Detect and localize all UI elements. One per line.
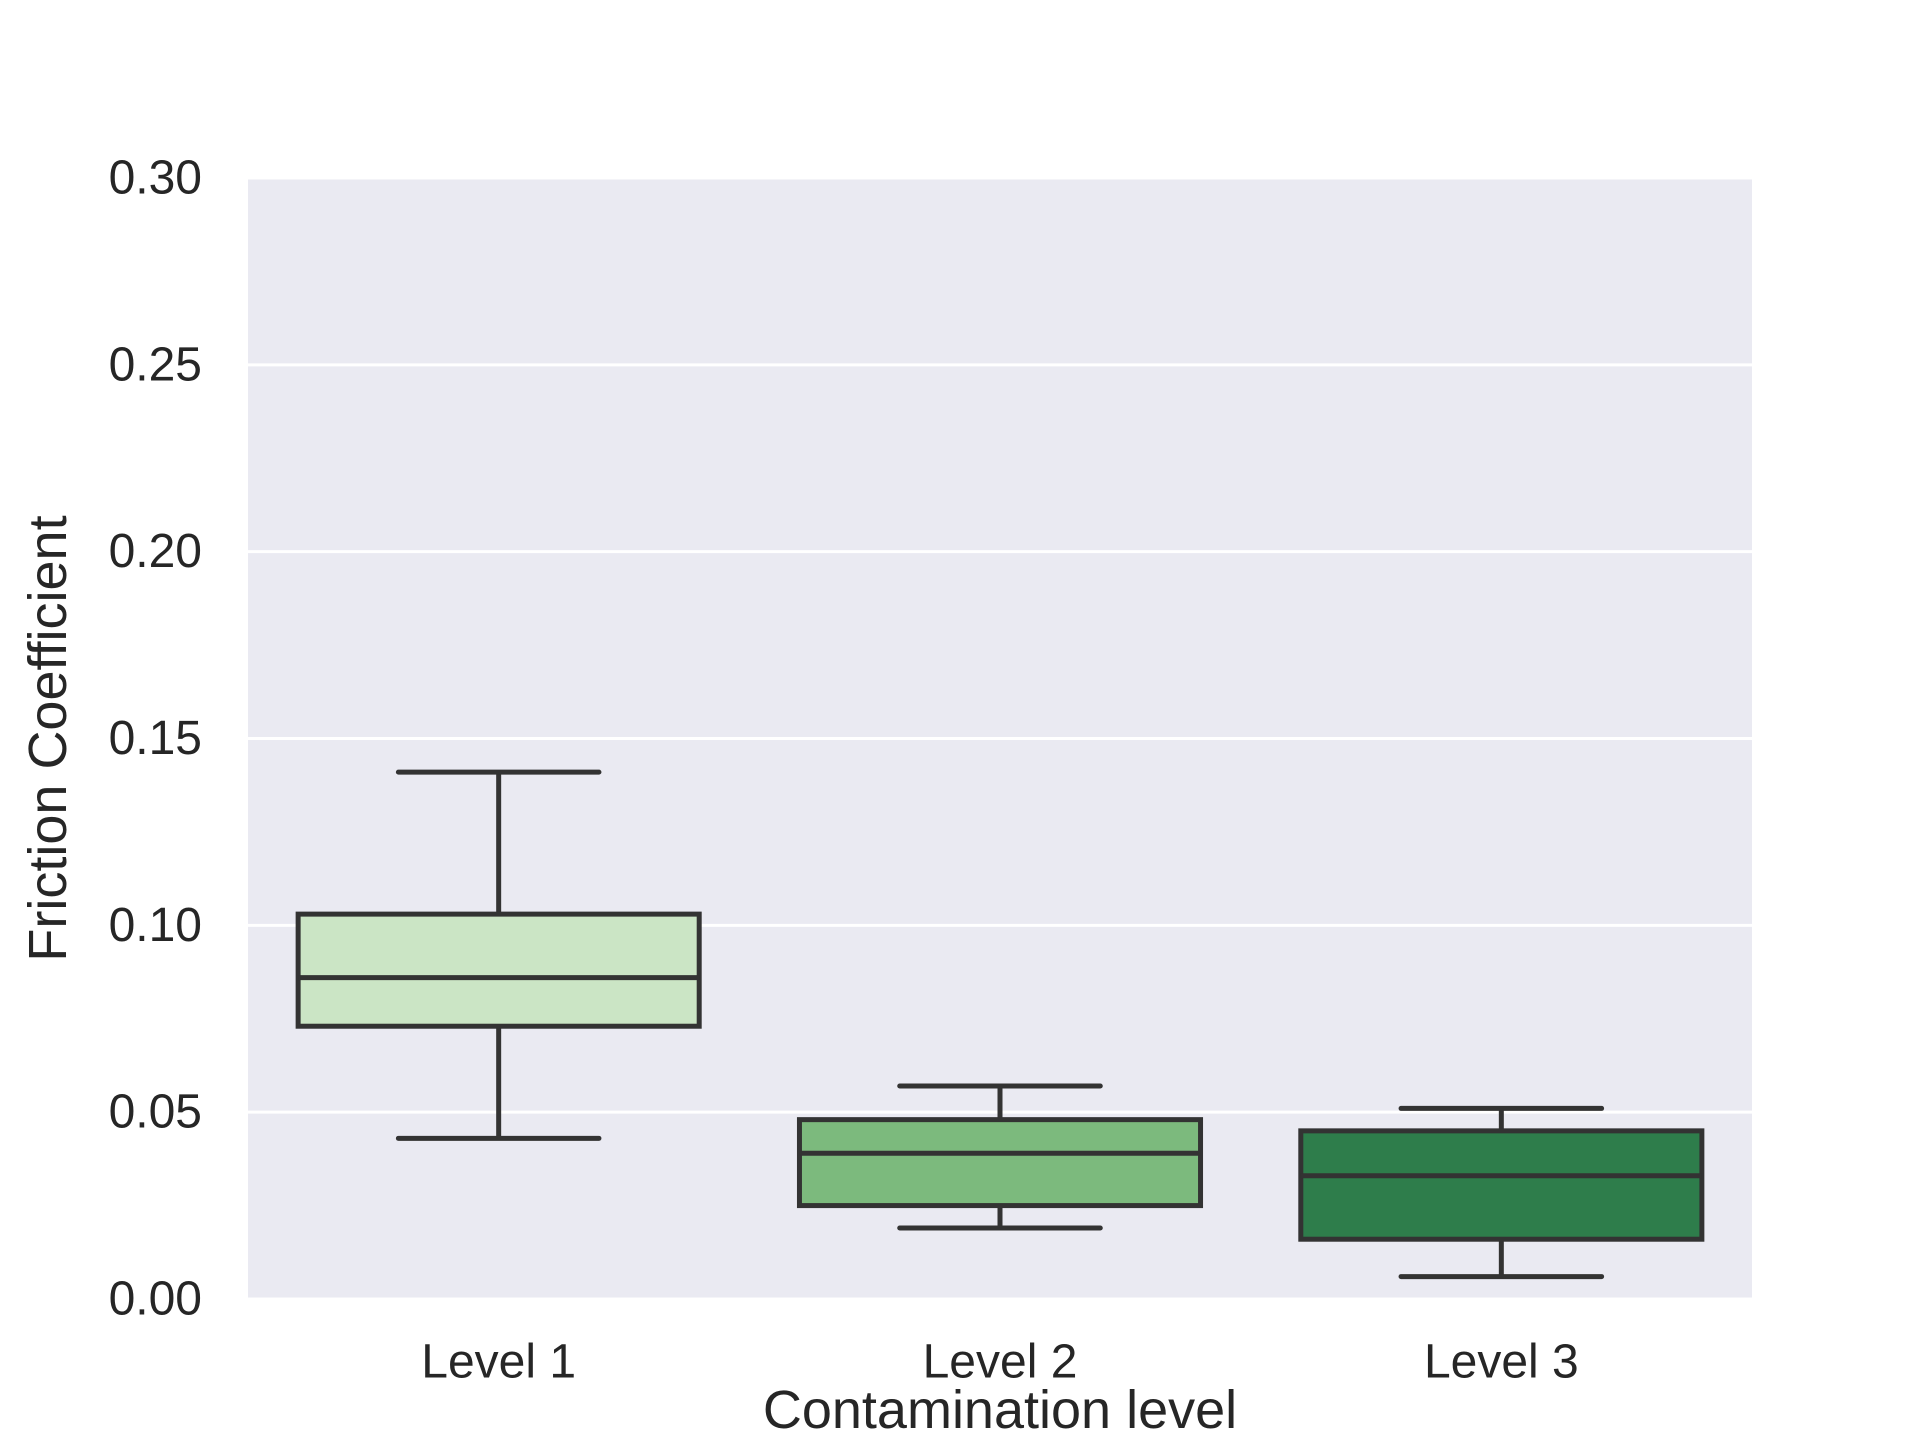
box-group [295, 769, 702, 1141]
y-axis-label: Friction Coefficient [18, 515, 78, 961]
box-group [796, 1083, 1204, 1231]
y-tick-label: 0.10 [109, 899, 202, 952]
y-tick-label: 0.20 [109, 525, 202, 578]
y-tick-labels: 0.00 0.05 0.10 0.15 0.20 0.25 0.30 [109, 152, 202, 1326]
y-tick-label: 0.15 [109, 712, 202, 765]
box-series [295, 769, 1705, 1280]
y-tick-label: 0.00 [109, 1273, 202, 1326]
box-iqr [1298, 1128, 1705, 1242]
box-group [1298, 1105, 1705, 1280]
y-tick-label: 0.05 [109, 1086, 202, 1139]
x-tick-labels: Level 1 Level 2 Level 3 [421, 1336, 1578, 1389]
x-axis-label: Contamination level [763, 1380, 1237, 1440]
x-tick-label: Level 1 [421, 1336, 576, 1389]
x-tick-label: Level 3 [1424, 1336, 1579, 1389]
box-iqr [796, 1117, 1204, 1209]
x-tick-label: Level 2 [923, 1336, 1078, 1389]
y-tick-label: 0.30 [109, 152, 202, 205]
y-tick-label: 0.25 [109, 338, 202, 391]
box-iqr [295, 911, 702, 1029]
